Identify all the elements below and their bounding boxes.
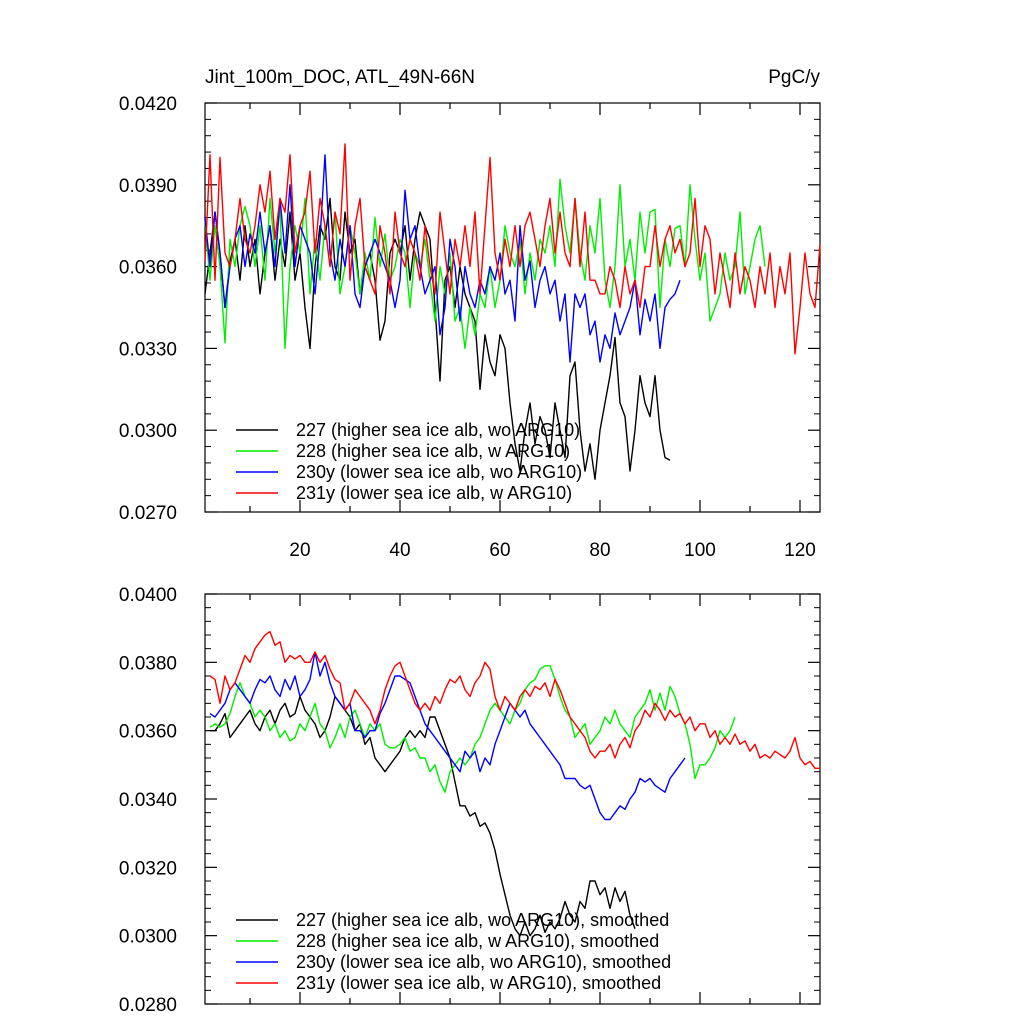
legend-label-s230y: 230y (lower sea ice alb, wo ARG10) — [296, 462, 582, 482]
bottom-panel: 0.0280 0.0300 0.0320 0.0340 0.0360 0.0380 0.04… — [119, 585, 821, 1016]
series-line-s230y — [204, 154, 681, 363]
y-tick-label: 0.0300 — [119, 927, 177, 948]
top-series-group — [204, 143, 821, 480]
bottom-series-group — [209, 630, 820, 937]
y-tick-label: 0.0340 — [119, 790, 177, 811]
legend-label-s228: 228 (higher sea ice alb, w ARG10) — [296, 441, 570, 461]
x-tick-label: 120 — [784, 540, 816, 561]
legend-label-s230y: 230y (lower sea ice alb, wo ARG10), smoo… — [296, 952, 671, 972]
series-line-s231y — [209, 630, 820, 769]
x-tick-label: 20 — [289, 540, 310, 561]
y-tick-label: 0.0330 — [119, 339, 177, 360]
y-tick-label: 0.0270 — [119, 503, 177, 524]
bottom-legend: 227 (higher sea ice alb, wo ARG10), smoo… — [236, 910, 671, 993]
x-tick-label: 80 — [589, 540, 610, 561]
x-tick-label: 100 — [684, 540, 716, 561]
x-tick-label: 40 — [389, 540, 410, 561]
y-tick-label: 0.0380 — [119, 653, 177, 674]
legend-label-s227: 227 (higher sea ice alb, wo ARG10), smoo… — [296, 910, 669, 930]
y-tick-label: 0.0390 — [119, 176, 177, 197]
x-tick-label: 60 — [489, 540, 510, 561]
y-tick-label: 0.0360 — [119, 722, 177, 743]
y-tick-label: 0.0400 — [119, 585, 177, 606]
y-tick-label: 0.0420 — [119, 94, 177, 115]
top-chart-units: PgC/y — [768, 67, 820, 88]
series-line-s227 — [210, 695, 636, 937]
series-line-s228 — [209, 665, 736, 793]
series-line-s230y — [209, 651, 686, 821]
legend-label-s228: 228 (higher sea ice alb, w ARG10), smoot… — [296, 931, 659, 951]
y-tick-label: 0.0320 — [119, 858, 177, 879]
legend-label-s231y: 231y (lower sea ice alb, w ARG10), smoot… — [296, 973, 661, 993]
top-legend: 227 (higher sea ice alb, wo ARG10)228 (h… — [236, 420, 582, 503]
y-tick-label: 0.0300 — [119, 421, 177, 442]
series-line-s227 — [204, 197, 671, 480]
top-chart-title: Jint_100m_DOC, ATL_49N-66N — [205, 67, 475, 88]
top-panel: Jint_100m_DOC, ATL_49N-66N PgC/y 0.02700… — [119, 67, 821, 561]
top-y-axis: 0.0270 0.0300 0.0330 0.0360 0.0390 0.0420 — [119, 94, 820, 524]
series-line-s231y — [204, 143, 821, 355]
top-x-axis: 20 40 60 80 100 120 — [249, 103, 816, 561]
legend-label-s231y: 231y (lower sea ice alb, w ARG10) — [296, 483, 572, 503]
y-tick-label: 0.0280 — [119, 995, 177, 1016]
bottom-x-axis — [249, 594, 801, 1004]
legend-label-s227: 227 (higher sea ice alb, wo ARG10) — [296, 420, 580, 440]
top-plot-frame — [204, 102, 821, 513]
bottom-y-axis: 0.0280 0.0300 0.0320 0.0340 0.0360 0.0380 0.04… — [119, 585, 820, 1016]
y-tick-label: 0.0360 — [119, 258, 177, 279]
